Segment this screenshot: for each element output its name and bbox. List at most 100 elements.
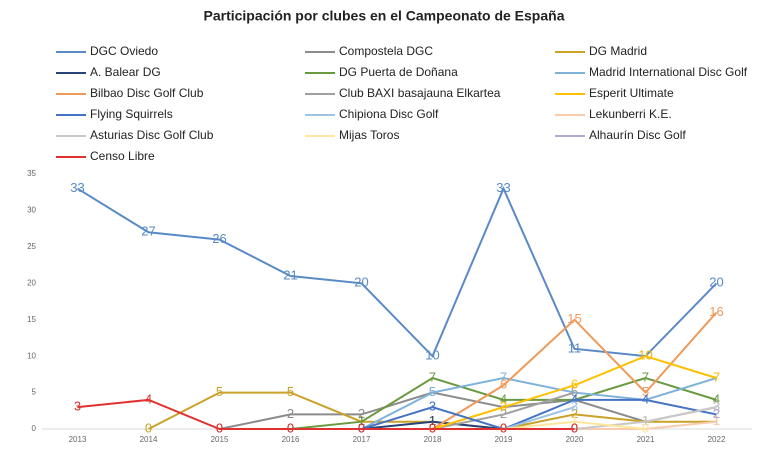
data-label: 10 <box>638 348 652 363</box>
legend-label: Madrid International Disc Golf <box>589 65 748 79</box>
legend-label: Mijas Toros <box>339 128 399 142</box>
data-label: 0 <box>642 420 649 435</box>
data-label: 33 <box>70 180 84 195</box>
data-label: 1 <box>571 413 578 428</box>
data-label: 1 <box>429 413 436 428</box>
x-tick-label: 2020 <box>566 435 584 444</box>
series-line <box>432 391 575 430</box>
data-label: 0 <box>429 420 436 435</box>
data-label: 3 <box>713 399 720 414</box>
data-label: 3 <box>429 399 436 414</box>
series-line <box>361 376 717 430</box>
data-label: 4 <box>571 391 578 406</box>
data-label: 1 <box>358 413 365 428</box>
data-label: 0 <box>429 420 436 435</box>
data-label: 0 <box>358 420 365 435</box>
legend-label: Club BAXI basajauna Elkartea <box>339 86 501 100</box>
data-label: 0 <box>571 420 578 435</box>
data-label: 0 <box>216 420 223 435</box>
chart-title: Participación por clubes en el Campeonat… <box>204 8 565 24</box>
legend-label: Lekunberri K.E. <box>589 107 672 121</box>
data-label: 1 <box>429 413 436 428</box>
x-tick-label: 2022 <box>708 435 726 444</box>
data-label: 0 <box>571 420 578 435</box>
legend-label: A. Balear DG <box>90 65 161 79</box>
legend-label: Flying Squirrels <box>90 107 173 121</box>
data-label: 3 <box>571 399 578 414</box>
data-label: 0 <box>287 420 294 435</box>
legend-label: DG Puerta de Doñana <box>339 65 458 79</box>
y-tick-label: 20 <box>27 278 36 287</box>
data-label: 5 <box>642 384 649 399</box>
data-label: 5 <box>429 384 436 399</box>
data-label: 4 <box>571 391 578 406</box>
data-label: 4 <box>642 391 649 406</box>
data-label: 4 <box>571 391 578 406</box>
data-label: 7 <box>500 369 507 384</box>
series-line <box>290 376 717 430</box>
y-tick-label: 10 <box>27 351 36 360</box>
data-label: 2 <box>500 406 507 421</box>
data-label: 16 <box>709 304 723 319</box>
data-label: 2 <box>571 406 578 421</box>
data-label: 10 <box>638 348 652 363</box>
data-label: 1 <box>642 413 649 428</box>
legend-label: Censo Libre <box>90 149 155 163</box>
data-label: 1 <box>713 413 720 428</box>
legend-label: Chipiona Disc Golf <box>339 107 439 121</box>
legend-label: Alhaurín Disc Golf <box>589 128 686 142</box>
data-label: 6 <box>571 377 578 392</box>
data-label: 0 <box>429 420 436 435</box>
data-label: 0 <box>500 420 507 435</box>
x-tick-label: 2016 <box>282 435 300 444</box>
x-tick-label: 2018 <box>424 435 442 444</box>
y-tick-label: 5 <box>32 388 37 397</box>
series-line <box>432 355 717 430</box>
data-label: 1 <box>358 413 365 428</box>
data-label: 27 <box>141 224 155 239</box>
series-line <box>431 311 718 430</box>
data-label: 0 <box>287 420 294 435</box>
x-tick-label: 2017 <box>353 435 371 444</box>
y-tick-label: 25 <box>27 242 36 251</box>
data-label: 26 <box>212 231 226 246</box>
data-label: 0 <box>571 420 578 435</box>
legend-label: Esperit Ultimate <box>589 86 674 100</box>
x-tick-label: 2013 <box>69 435 87 444</box>
series-line <box>219 391 717 430</box>
legend-label: DG Madrid <box>589 44 647 58</box>
data-label: 2 <box>287 406 294 421</box>
data-label: 1 <box>713 413 720 428</box>
data-label: 0 <box>571 420 578 435</box>
series-line <box>76 186 718 358</box>
data-label: 0 <box>571 420 578 435</box>
legend-label: Compostela DGC <box>339 44 433 58</box>
data-label: 1 <box>642 413 649 428</box>
data-label: 2 <box>713 406 720 421</box>
data-label: 0 <box>358 420 365 435</box>
data-label: 7 <box>642 369 649 384</box>
data-label: 0 <box>500 420 507 435</box>
data-label: 7 <box>713 369 720 384</box>
data-label: 0 <box>642 420 649 435</box>
data-label: 33 <box>496 180 510 195</box>
data-label: 6 <box>500 377 507 392</box>
data-label: 0 <box>429 420 436 435</box>
data-label: 0 <box>145 420 152 435</box>
series-line <box>361 398 717 431</box>
legend-label: DGC Oviedo <box>90 44 158 58</box>
data-label: 3 <box>500 399 507 414</box>
data-label: 0 <box>500 420 507 435</box>
data-label: 21 <box>283 267 297 282</box>
data-label: 0 <box>358 420 365 435</box>
series-line <box>574 406 717 430</box>
data-label: 3 <box>74 399 81 414</box>
data-label: 5 <box>571 384 578 399</box>
data-label: 0 <box>500 420 507 435</box>
data-label: 7 <box>429 369 436 384</box>
data-label: 4 <box>642 391 649 406</box>
legend-label: Bilbao Disc Golf Club <box>90 86 204 100</box>
data-label: 5 <box>429 384 436 399</box>
data-label: 2 <box>358 406 365 421</box>
x-tick-label: 2021 <box>637 435 655 444</box>
